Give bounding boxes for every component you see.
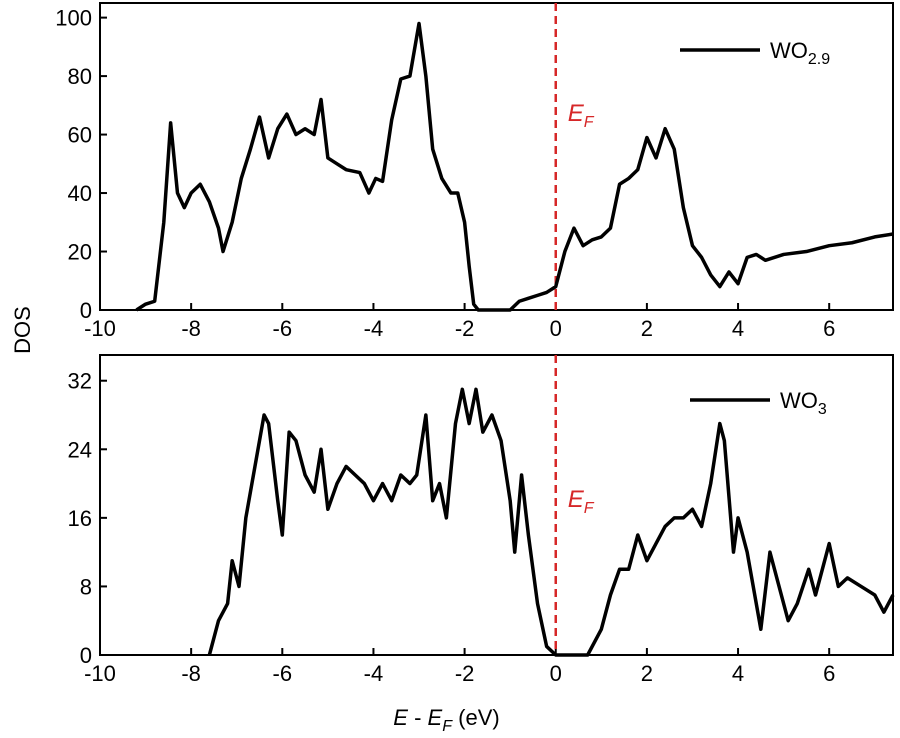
y-tick-label: 60 bbox=[68, 123, 92, 148]
x-tick-label: 0 bbox=[550, 316, 562, 341]
y-tick-label: 16 bbox=[68, 506, 92, 531]
y-tick-label: 24 bbox=[68, 437, 92, 462]
legend-label: WO2.9 bbox=[770, 38, 830, 68]
x-tick-label: 2 bbox=[641, 316, 653, 341]
x-tick-label: 4 bbox=[732, 316, 744, 341]
fermi-label: EF bbox=[568, 486, 595, 517]
x-tick-label: 4 bbox=[732, 661, 744, 686]
x-tick-label: -6 bbox=[273, 661, 293, 686]
y-tick-label: 20 bbox=[68, 240, 92, 265]
plot-frame bbox=[99, 354, 894, 656]
x-tick-label: -10 bbox=[84, 661, 116, 686]
x-tick-label: -4 bbox=[364, 316, 384, 341]
x-tick-label: -2 bbox=[455, 316, 475, 341]
legend-label: WO3 bbox=[780, 388, 827, 418]
y-tick-label: 80 bbox=[68, 64, 92, 89]
y-tick-label: 0 bbox=[80, 298, 92, 323]
dos-line bbox=[207, 387, 895, 657]
x-tick-label: -8 bbox=[181, 661, 201, 686]
x-axis-label: E - EF (eV) bbox=[393, 705, 499, 735]
y-axis-label: DOS bbox=[10, 306, 35, 354]
x-tick-label: -2 bbox=[455, 661, 475, 686]
x-tick-label: 6 bbox=[823, 661, 835, 686]
dos-line bbox=[135, 21, 894, 312]
x-tick-label: -6 bbox=[273, 316, 293, 341]
x-tick-label: -10 bbox=[84, 316, 116, 341]
x-tick-label: 6 bbox=[823, 316, 835, 341]
y-tick-label: 100 bbox=[55, 6, 92, 31]
y-tick-label: 40 bbox=[68, 181, 92, 206]
x-tick-label: -4 bbox=[364, 661, 384, 686]
x-tick-label: 2 bbox=[641, 661, 653, 686]
x-tick-label: -8 bbox=[181, 316, 201, 341]
y-tick-label: 32 bbox=[68, 369, 92, 394]
x-tick-label: 0 bbox=[550, 661, 562, 686]
fermi-label: EF bbox=[568, 100, 595, 131]
y-tick-label: 8 bbox=[80, 574, 92, 599]
y-tick-label: 0 bbox=[80, 643, 92, 668]
